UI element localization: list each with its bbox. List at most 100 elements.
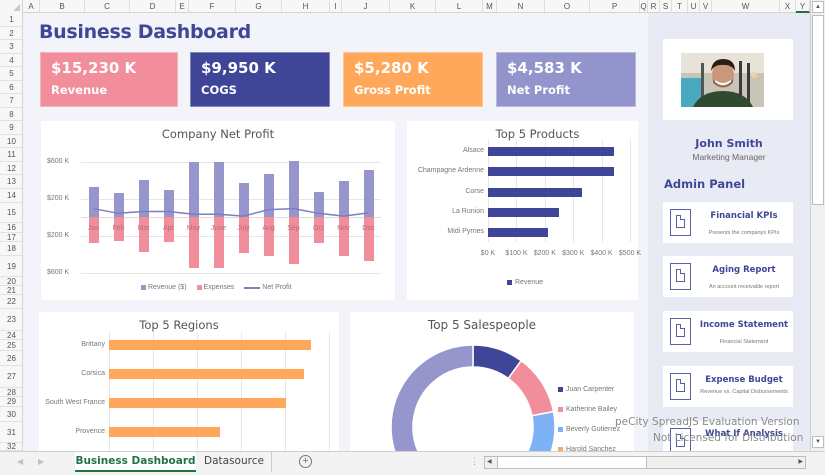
expense-bar[interactable] <box>88 217 99 243</box>
row-header-23[interactable]: 23 <box>0 309 22 331</box>
row-header-27[interactable]: 27 <box>0 366 22 388</box>
column-header-f[interactable]: F <box>189 0 236 13</box>
admin-item-income-statement[interactable]: Income Statement Financial Statement <box>663 311 793 352</box>
column-header-j[interactable]: J <box>342 0 390 13</box>
chart-top-5-regions[interactable]: Top 5 Regions Brittany Corsica South West … <box>39 312 339 451</box>
row-header-14[interactable]: 14 <box>0 189 22 203</box>
tab-datasource[interactable]: Datasource <box>197 452 272 472</box>
revenue-bar[interactable] <box>238 182 249 217</box>
row-header-10[interactable]: 10 <box>0 135 22 148</box>
column-header-t[interactable]: T <box>672 0 688 13</box>
chart-top-5-salespeople[interactable]: Top 5 Salespeople Juan Carpenter Katherin… <box>350 312 634 451</box>
row-header-9[interactable]: 9 <box>0 121 22 135</box>
row-header-25[interactable]: 25 <box>0 340 22 351</box>
revenue-bar[interactable] <box>138 180 149 217</box>
row-header-2[interactable]: 2 <box>0 27 22 40</box>
column-header-d[interactable]: D <box>130 0 176 13</box>
horizontal-scrollbar[interactable]: ◀ ▶ <box>484 456 806 469</box>
tab-business-dashboard[interactable]: Business Dashboard <box>75 452 196 472</box>
product-bar[interactable] <box>488 147 615 156</box>
column-header-i[interactable]: I <box>330 0 342 13</box>
row-header-3[interactable]: 3 <box>0 40 22 54</box>
row-header-19[interactable]: 19 <box>0 256 22 277</box>
row-header-1[interactable]: 1 <box>0 13 22 27</box>
column-header-r[interactable]: R <box>648 0 660 13</box>
row-header-26[interactable]: 26 <box>0 351 22 366</box>
column-header-w[interactable]: W <box>712 0 780 13</box>
column-header-m[interactable]: M <box>483 0 497 13</box>
expense-bar[interactable] <box>113 217 124 242</box>
column-header-q[interactable]: Q <box>640 0 648 13</box>
worksheet-area[interactable]: Business Dashboard $15,230 K Revenue $9,… <box>23 13 810 451</box>
donut-segment[interactable] <box>507 359 555 417</box>
kpi-card-revenue[interactable]: $15,230 K Revenue <box>40 52 178 107</box>
revenue-bar[interactable] <box>363 169 374 217</box>
row-header-11[interactable]: 11 <box>0 148 22 162</box>
column-header-g[interactable]: G <box>236 0 282 13</box>
admin-item-aging-report[interactable]: Aging Report An account receivable repor… <box>663 256 793 297</box>
row-header-22[interactable]: 22 <box>0 295 22 309</box>
expense-bar[interactable] <box>338 217 349 256</box>
revenue-bar[interactable] <box>188 162 199 217</box>
next-sheet-icon[interactable]: ▶ <box>38 457 45 466</box>
expense-bar[interactable] <box>138 217 149 253</box>
row-header-8[interactable]: 8 <box>0 108 22 121</box>
row-header-17[interactable]: 17 <box>0 233 22 242</box>
scroll-right-button[interactable]: ▶ <box>798 459 803 465</box>
revenue-bar[interactable] <box>313 192 324 217</box>
scroll-down-button[interactable]: ▼ <box>812 436 824 448</box>
row-header-32[interactable]: 32 <box>0 442 22 451</box>
row-header-24[interactable]: 24 <box>0 331 22 340</box>
horizontal-scroll-thumb[interactable] <box>497 457 647 468</box>
donut-segment[interactable] <box>390 344 474 451</box>
expense-bar[interactable] <box>213 217 224 269</box>
admin-item-what-if-analysis[interactable]: What If Analysis <box>663 421 793 451</box>
row-header-29[interactable]: 29 <box>0 397 22 407</box>
row-header-12[interactable]: 12 <box>0 162 22 175</box>
product-bar[interactable] <box>488 187 582 197</box>
column-header-h[interactable]: H <box>282 0 330 13</box>
row-header-21[interactable]: 21 <box>0 286 22 295</box>
column-header-s[interactable]: S <box>660 0 672 13</box>
donut-segment[interactable] <box>519 410 556 451</box>
revenue-bar[interactable] <box>113 192 124 217</box>
chart-top-5-products[interactable]: Top 5 Products $0 K $100 K $200 K $300 K $40… <box>407 121 641 300</box>
row-header-13[interactable]: 13 <box>0 175 22 189</box>
expense-bar[interactable] <box>313 217 324 243</box>
add-sheet-icon[interactable]: + <box>299 455 312 468</box>
column-header-e[interactable]: E <box>176 0 189 13</box>
expense-bar[interactable] <box>363 217 374 262</box>
region-bar[interactable] <box>109 369 304 379</box>
region-bar[interactable] <box>109 398 286 408</box>
region-bar[interactable] <box>109 427 220 437</box>
select-all-corner[interactable] <box>0 0 23 13</box>
column-header-v[interactable]: V <box>700 0 712 13</box>
product-bar[interactable] <box>488 228 549 238</box>
admin-item-financial-kpis[interactable]: Financial KPIs Presents the companys KPI… <box>663 202 793 243</box>
expense-bar[interactable] <box>163 217 174 242</box>
region-bar[interactable] <box>109 340 312 350</box>
row-header-15[interactable]: 15 <box>0 203 22 223</box>
column-header-c[interactable]: C <box>85 0 130 13</box>
revenue-bar[interactable] <box>263 174 274 217</box>
row-header-20[interactable]: 20 <box>0 277 22 286</box>
row-header-18[interactable]: 18 <box>0 242 22 256</box>
splitter-handle[interactable]: ⋮ <box>470 456 479 466</box>
column-header-b[interactable]: B <box>40 0 85 13</box>
expense-bar[interactable] <box>188 217 199 268</box>
revenue-bar[interactable] <box>88 187 99 217</box>
revenue-bar[interactable] <box>288 160 299 217</box>
scroll-up-button[interactable]: ▲ <box>812 1 824 13</box>
product-bar[interactable] <box>488 167 614 177</box>
revenue-bar[interactable] <box>338 180 349 217</box>
column-header-y[interactable]: Y <box>796 0 810 13</box>
column-header-a[interactable]: A <box>23 0 40 13</box>
expense-bar[interactable] <box>288 217 299 265</box>
vertical-scroll-thumb[interactable] <box>812 15 824 205</box>
row-header-5[interactable]: 5 <box>0 67 22 81</box>
kpi-card-gross-profit[interactable]: $5,280 K Gross Profit <box>343 52 483 107</box>
row-header-4[interactable]: 4 <box>0 54 22 67</box>
revenue-bar[interactable] <box>163 190 174 217</box>
column-header-o[interactable]: O <box>545 0 590 13</box>
row-header-30[interactable]: 30 <box>0 407 22 422</box>
